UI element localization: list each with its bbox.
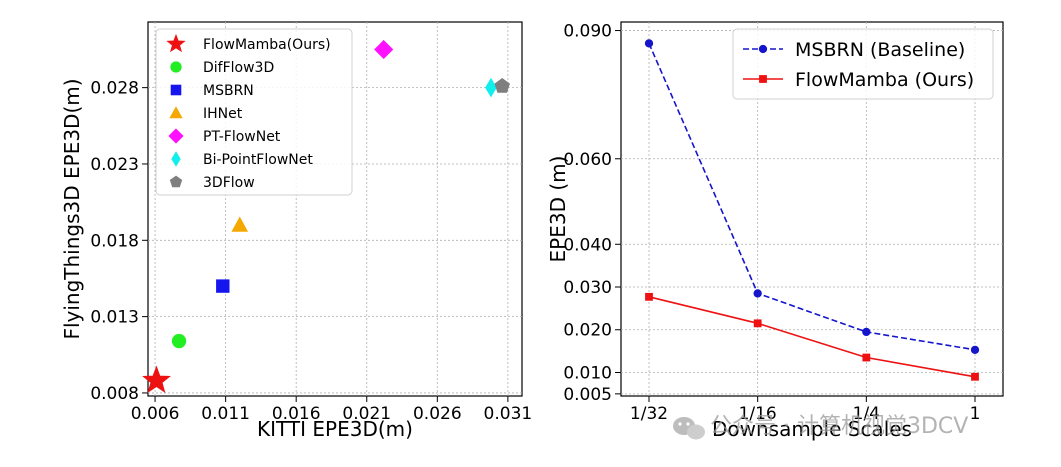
line-y-tick-label: 0.090 [563, 22, 612, 42]
line-y-axis-label: EPE3D (m) [546, 156, 570, 263]
series-point-msbrn [862, 327, 871, 337]
scatter-points [142, 39, 510, 394]
line-x-tick-label: 1 [970, 404, 981, 424]
scatter-x-axis-label: KITTI EPE3D(m) [257, 417, 413, 441]
line-y-tick-label: 0.005 [563, 385, 612, 405]
scatter-legend-label: FlowMamba(Ours) [203, 37, 331, 53]
scatter-x-tick-label: 0.006 [131, 404, 180, 424]
scatter-legend-marker [168, 128, 184, 144]
scatter-point-flowmamba-ours [142, 365, 171, 394]
scatter-point-msbrn [216, 279, 230, 293]
series-point-msbrn [753, 289, 762, 298]
scatter-legend-marker [171, 151, 181, 167]
scatter-legend-marker [169, 106, 183, 119]
scatter-legend-marker [170, 61, 182, 73]
scatter-legend-marker [166, 33, 186, 53]
scatter-panel: 0.006 0.011 0.016 0.021 0.026 0.031 0.008 0.013… [60, 21, 532, 441]
scatter-y-tick-label: 0.018 [90, 231, 139, 251]
scatter-legend-marker [170, 84, 182, 96]
line-series [644, 39, 980, 381]
line-x-tick-label: 1/32 [630, 404, 668, 424]
scatter-legend-box [155, 28, 353, 196]
scatter-point-pt-flownet [374, 39, 394, 60]
line-x-tick-label: 1/4 [853, 404, 880, 424]
line-legend-marker [759, 75, 767, 83]
scatter-legend-marker [169, 175, 183, 188]
scatter-legend-label: Bi-PointFlowNet [203, 152, 313, 168]
scatter-x-tick-label: 0.021 [342, 404, 391, 424]
line-y-tick-label: 0.020 [563, 321, 612, 341]
series-point-msbrn [970, 345, 980, 354]
line-y-tick-label: 0.060 [563, 150, 612, 170]
line-x-axis-label: Downsample Scales [712, 417, 912, 441]
series-point-flowmamba [971, 372, 979, 381]
series-point-msbrn [644, 39, 654, 48]
wechat-icon [673, 417, 705, 440]
series-point-flowmamba [645, 292, 653, 301]
scatter-x-tick-label: 0.031 [484, 404, 533, 424]
scatter-x-tick-label: 0.026 [413, 404, 462, 424]
scatter-legend: FlowMamba(Ours) DifFlow3D MSBRN IHNet PT-Flo… [155, 28, 353, 196]
scatter-y-axis-label: FlyingThings3D EPE3D(m) [60, 78, 84, 339]
line-y-tick-label: 0.030 [563, 278, 612, 298]
scatter-legend-label: IHNet [203, 106, 243, 122]
scatter-y-tick-label: 0.008 [90, 384, 139, 404]
scatter-point-bi-pointflownet [485, 77, 497, 98]
series-line-msbrn [648, 43, 976, 351]
line-legend-box [732, 28, 994, 100]
scatter-point-difflow3d [171, 333, 187, 349]
scatter-y-tick-label: 0.023 [90, 155, 139, 175]
series-point-flowmamba [753, 319, 762, 328]
scatter-legend-label: 3DFlow [203, 175, 255, 191]
scatter-point-ihnet [231, 216, 249, 232]
scatter-ticks: 0.006 0.011 0.016 0.021 0.026 0.031 0.008 0.013… [90, 79, 532, 424]
series-line-flowmamba [648, 296, 976, 378]
scatter-legend-label: DifFlow3D [203, 60, 274, 76]
line-x-tick-label: 1/16 [739, 404, 777, 424]
watermark-text: 公众号 · 计算机视觉3DCV [710, 414, 968, 439]
scatter-legend-label: MSBRN [203, 83, 254, 99]
watermark: 公众号 · 计算机视觉3DCV [673, 414, 968, 440]
scatter-y-tick-label: 0.028 [90, 79, 139, 99]
series-point-flowmamba [862, 353, 871, 362]
line-y-tick-label: 0.040 [563, 235, 612, 255]
line-legend-label: MSBRN (Baseline) [795, 39, 965, 61]
scatter-legend-label: PT-FlowNet [203, 129, 281, 145]
scatter-x-tick-label: 0.016 [272, 404, 321, 424]
line-y-tick-label: 0.010 [563, 363, 612, 383]
scatter-x-tick-label: 0.011 [201, 404, 250, 424]
scatter-point-3dflow [494, 78, 510, 93]
line-legend-marker [758, 44, 768, 54]
line-legend-label: FlowMamba (Ours) [795, 69, 974, 91]
line-legend: MSBRN (Baseline) FlowMamba (Ours) [732, 28, 994, 100]
scatter-y-tick-label: 0.013 [90, 308, 139, 328]
